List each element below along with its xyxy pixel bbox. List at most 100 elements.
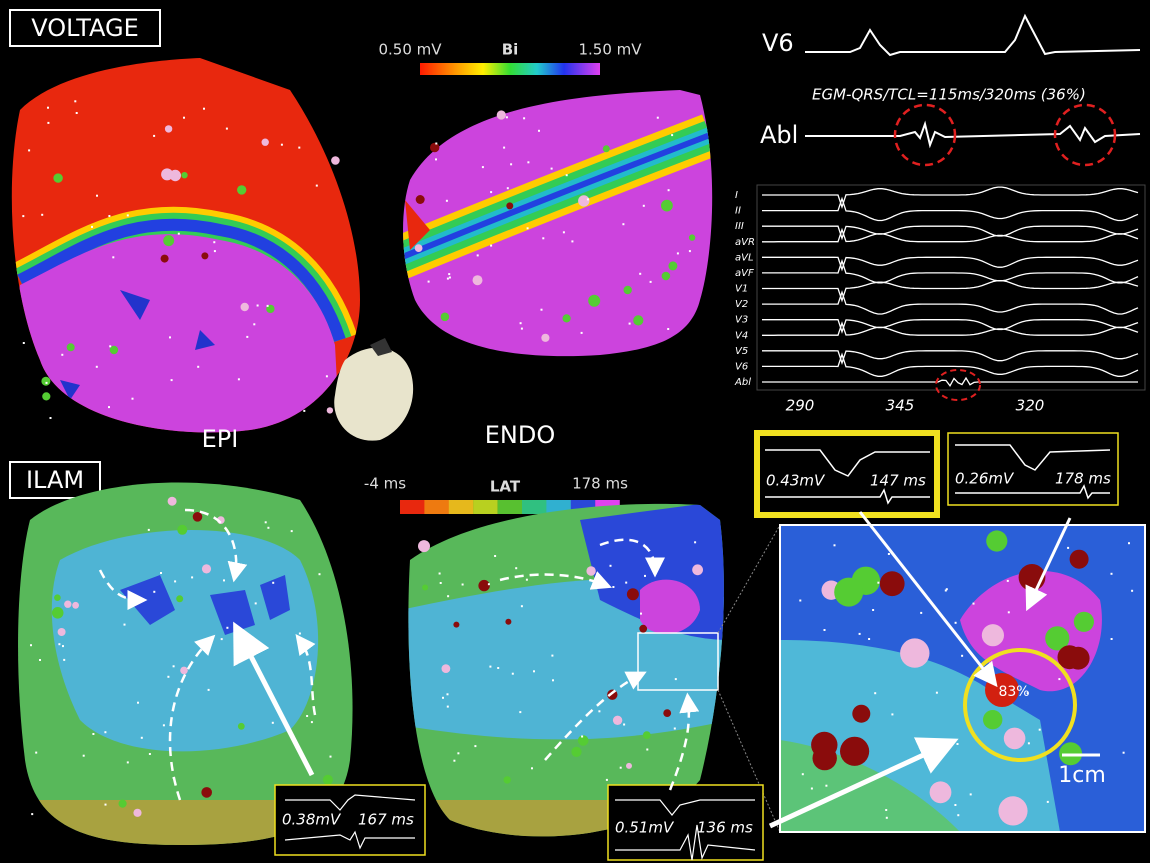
point-marker <box>281 144 283 146</box>
point-marker <box>541 309 543 311</box>
point-marker <box>981 677 983 679</box>
point-marker <box>612 586 614 588</box>
tag-sphere <box>453 622 459 628</box>
color-scale-step <box>449 500 474 514</box>
point-marker <box>515 567 517 569</box>
point-marker <box>477 254 479 256</box>
point-marker <box>526 579 528 581</box>
point-marker <box>428 281 430 283</box>
point-marker <box>149 753 151 755</box>
point-marker <box>183 117 185 119</box>
point-marker <box>668 189 670 191</box>
tag-sphere <box>840 737 869 766</box>
tag-sphere <box>441 313 450 322</box>
point-marker <box>1123 752 1125 754</box>
tag-sphere <box>238 723 245 730</box>
tag-sphere <box>1067 647 1090 670</box>
point-marker <box>494 555 496 557</box>
point-marker <box>490 191 492 193</box>
point-marker <box>91 226 93 228</box>
tag-sphere <box>639 625 647 633</box>
tag-sphere <box>813 746 837 770</box>
point-marker <box>96 195 98 197</box>
scale-title: LAT <box>490 478 521 496</box>
abl-trace <box>805 124 1140 145</box>
tag-sphere <box>42 392 50 400</box>
point-marker <box>551 655 553 657</box>
tag-sphere <box>119 800 127 808</box>
point-marker <box>23 342 25 344</box>
tag-sphere <box>415 244 423 252</box>
point-marker <box>109 345 111 347</box>
point-marker <box>521 605 523 607</box>
scale-title: Bi <box>502 41 519 59</box>
point-marker <box>1067 547 1069 549</box>
point-marker <box>238 378 240 380</box>
point-marker <box>163 724 165 726</box>
point-marker <box>874 692 876 694</box>
point-marker <box>512 673 514 675</box>
tag-sphere <box>692 564 703 575</box>
point-marker <box>191 576 193 578</box>
point-marker <box>208 689 210 691</box>
measurement: EGM-QRS/TCL=115ms/320ms (36%) <box>812 86 1086 104</box>
point-marker <box>226 128 228 130</box>
point-marker <box>521 328 523 330</box>
point-marker <box>519 711 521 713</box>
point-marker <box>531 767 533 769</box>
lead-label: II <box>735 206 741 217</box>
map-label: ENDO <box>485 421 556 449</box>
point-marker <box>197 366 199 368</box>
scale-max: 178 ms <box>572 475 628 493</box>
point-marker <box>474 745 476 747</box>
point-marker <box>671 134 673 136</box>
tag-sphere <box>177 525 187 535</box>
tag-sphere <box>661 200 673 212</box>
tag-sphere <box>41 377 50 386</box>
point-marker <box>650 281 652 283</box>
point-marker <box>490 245 492 247</box>
point-marker <box>447 595 449 597</box>
egm-amplitude: 0.51mV <box>615 819 675 837</box>
lead-label: aVL <box>735 252 754 263</box>
panel-label: ILAM <box>26 466 84 494</box>
map-label: EPI <box>202 425 239 453</box>
color-scale-step <box>498 500 523 514</box>
point-marker <box>63 659 65 661</box>
point-marker <box>137 702 139 704</box>
egm-box: 0.43mV 147 ms <box>757 433 937 515</box>
point-marker <box>799 600 801 602</box>
point-marker <box>623 724 625 726</box>
point-marker <box>112 256 114 258</box>
color-scale-step <box>424 500 449 514</box>
point-marker <box>644 575 646 577</box>
tag-sphere <box>834 578 863 607</box>
point-marker <box>825 785 827 787</box>
lead-label: V2 <box>735 299 748 310</box>
tag-sphere <box>662 272 671 281</box>
tag-sphere <box>900 638 929 667</box>
point-marker <box>47 122 49 124</box>
point-marker <box>970 793 972 795</box>
figure: VOLTAGE 0.50 mV Bi 1.50 mV EPI ENDO V6 E… <box>0 0 1150 863</box>
point-marker <box>497 667 499 669</box>
point-marker <box>174 580 176 582</box>
point-marker <box>330 756 332 758</box>
point-marker <box>316 185 318 187</box>
point-marker <box>920 612 922 614</box>
tag-sphere <box>1004 728 1026 750</box>
lead-label: aVF <box>735 268 754 279</box>
point-marker <box>265 521 267 523</box>
point-marker <box>1008 611 1010 613</box>
tag-sphere <box>627 588 639 600</box>
lead-label: Abl <box>760 121 798 149</box>
tag-sphere <box>689 234 695 240</box>
point-marker <box>74 100 76 102</box>
tag-sphere <box>323 775 333 785</box>
point-marker <box>298 147 300 149</box>
tag-sphere <box>180 667 188 675</box>
point-marker <box>886 817 888 819</box>
point-marker <box>510 163 512 165</box>
point-marker <box>646 749 648 751</box>
point-marker <box>563 231 565 233</box>
